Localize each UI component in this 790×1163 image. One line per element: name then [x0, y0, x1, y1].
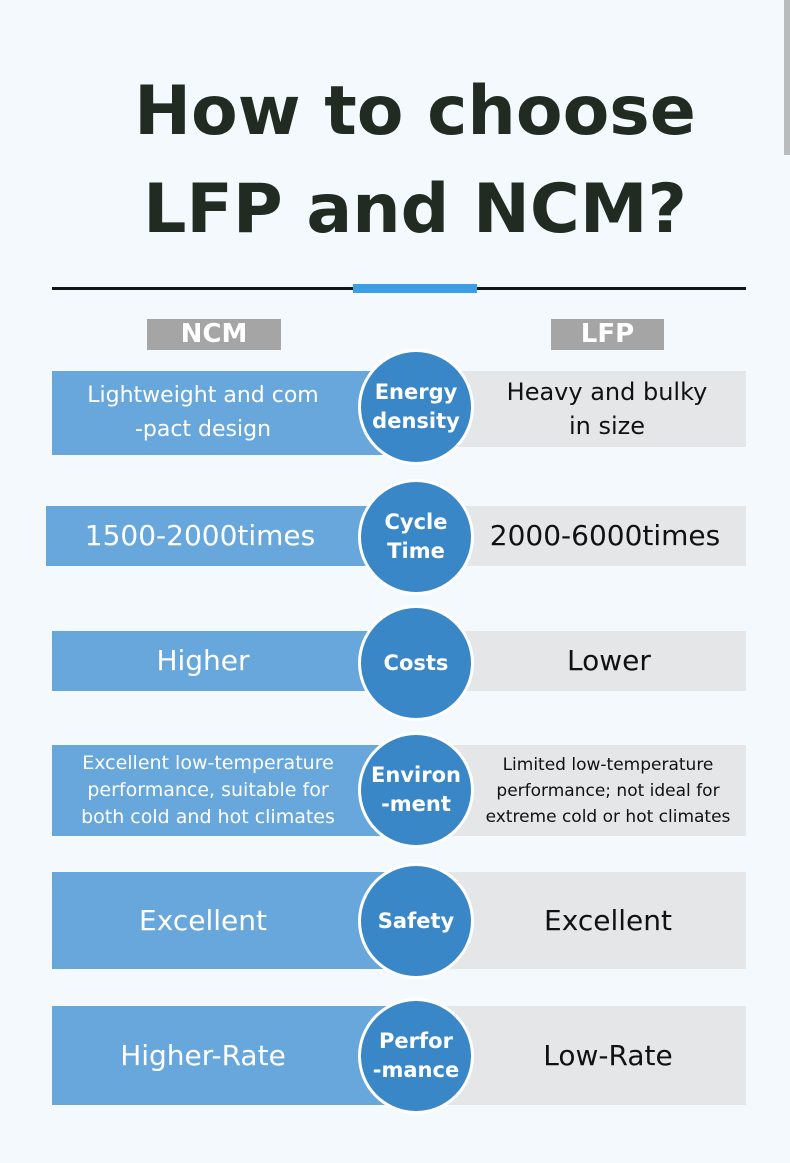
lfp-value: Lower [567, 644, 651, 677]
topic-label: Costs [383, 650, 449, 675]
lfp-value: Limited low-temperature performance; not… [485, 754, 731, 827]
lfp-value: Excellent [544, 903, 672, 937]
ncm-value: Excellent low-temperature performance, s… [81, 752, 335, 828]
ncm-value: Higher-Rate [120, 1038, 286, 1072]
ncm-value: Lightweight and com -pact design [87, 383, 319, 442]
topic-label: Perfor -mance [372, 1029, 460, 1082]
topic-label: Safety [377, 908, 455, 933]
comparison-row-performance: Higher-Rate Low-Rate Perfor -mance [0, 998, 790, 1114]
ncm-value: 1500-2000times [84, 519, 316, 552]
ncm-value: Higher [156, 644, 250, 677]
page-title-line-1: How to choose [134, 72, 696, 151]
topic-circle: Environ -ment [358, 732, 474, 848]
lfp-value: 2000-6000times [489, 519, 721, 552]
comparison-row-energy-density: Lightweight and com -pact design Heavy a… [0, 349, 790, 465]
topic-label: Environ -ment [371, 763, 461, 816]
lfp-value: Heavy and bulky in size [506, 378, 708, 440]
lfp-cell: Heavy and bulky in size [408, 371, 746, 447]
ncm-column-label: NCM [147, 319, 281, 350]
page-title-line-2: LFP and NCM? [143, 170, 687, 249]
topic-circle: Cycle Time [358, 479, 474, 595]
lfp-value: Low-Rate [543, 1038, 673, 1072]
comparison-row-cycle-time: 1500-2000times 2000-6000times Cycle Time [0, 479, 790, 595]
topic-label: Energy density [372, 380, 460, 433]
title-divider-accent [353, 284, 477, 293]
topic-circle: Energy density [358, 349, 474, 465]
lfp-column-label: LFP [551, 319, 664, 350]
topic-label: Cycle Time [384, 510, 448, 563]
image-edge-strip [784, 0, 790, 155]
topic-circle: Perfor -mance [358, 998, 474, 1114]
comparison-row-environment: Excellent low-temperature performance, s… [0, 732, 790, 848]
topic-circle: Safety [358, 863, 474, 979]
comparison-row-costs: Higher Lower Costs [0, 605, 790, 721]
comparison-row-safety: Excellent Excellent Safety [0, 863, 790, 979]
topic-circle: Costs [358, 605, 474, 721]
ncm-value: Excellent [139, 903, 267, 937]
